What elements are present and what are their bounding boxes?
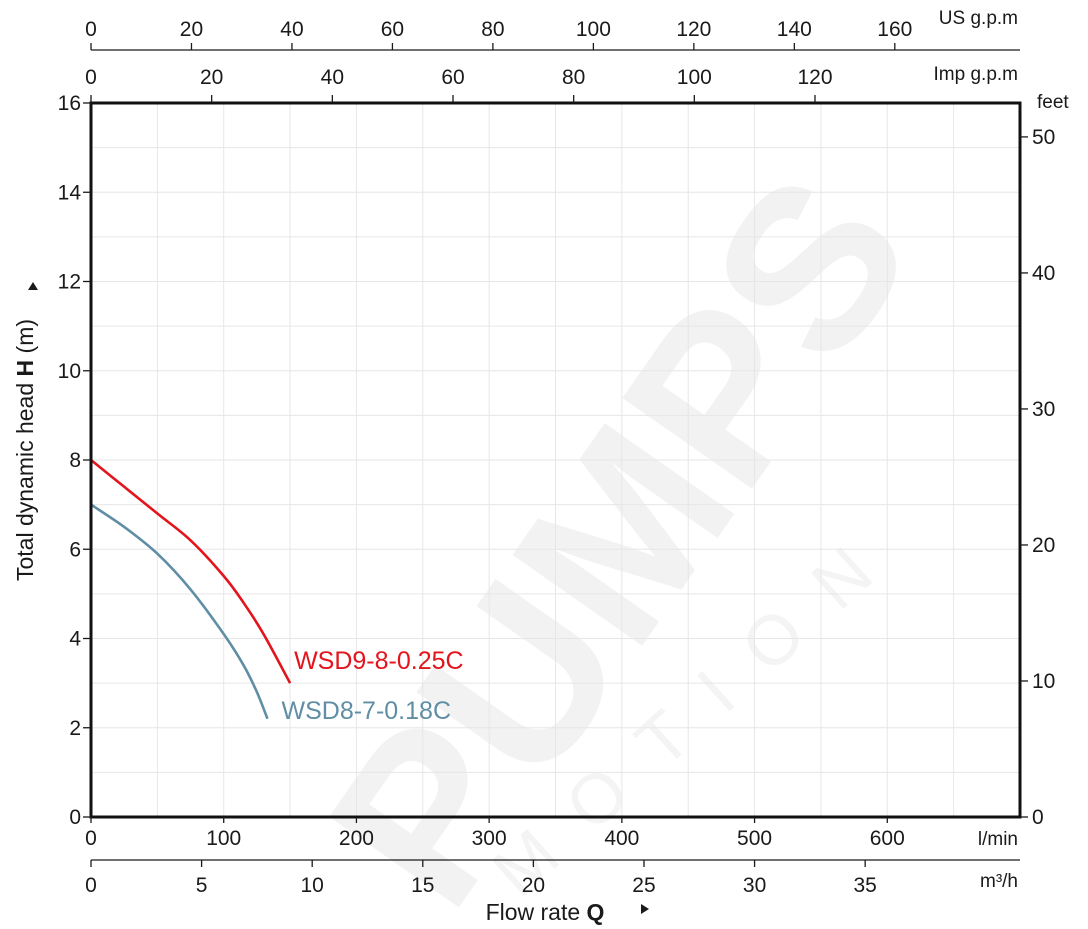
x-unit-label-us-gpm: US g.p.m — [939, 8, 1018, 29]
y-tick-label: 8 — [69, 449, 81, 472]
y-tick-label: 14 — [58, 181, 82, 204]
x-tick-label-lmin: 600 — [870, 827, 905, 850]
x-tick-label-lmin: 300 — [472, 827, 507, 850]
y-tick-label: 12 — [58, 271, 81, 294]
x-tick-label-us-gpm: 80 — [481, 18, 504, 41]
x-tick-label-lmin: 0 — [85, 827, 97, 850]
x-unit-label-imp-gpm: Imp g.p.m — [934, 64, 1018, 85]
x-tick-label-imp-gpm: 0 — [85, 66, 97, 89]
x-tick-label-m3h: 15 — [411, 874, 434, 897]
y-tick-label: 6 — [69, 538, 81, 561]
y2-tick-label: 30 — [1032, 398, 1055, 421]
x-tick-label-m3h: 25 — [632, 874, 655, 897]
x-tick-label-imp-gpm: 20 — [200, 66, 223, 89]
x-tick-label-lmin: 200 — [339, 827, 374, 850]
y-tick-label: 10 — [58, 360, 81, 383]
x-tick-label-m3h: 0 — [85, 874, 97, 897]
y2-tick-label: 20 — [1032, 534, 1055, 557]
x-tick-label-lmin: 400 — [604, 827, 639, 850]
grid — [91, 103, 1020, 817]
y2-tick-label: 10 — [1032, 670, 1055, 693]
y-tick-label: 0 — [69, 806, 81, 829]
series-label-wsd9-8-0.25c: WSD9-8-0.25C — [294, 647, 464, 675]
x-tick-label-us-gpm: 0 — [85, 18, 97, 41]
y-axis-arrow-icon — [28, 282, 38, 290]
series-label-wsd8-7-0.18c: WSD8-7-0.18C — [282, 697, 452, 725]
watermark: PUMPS MOTION — [280, 131, 960, 929]
x-tick-label-us-gpm: 160 — [877, 18, 912, 41]
axes — [83, 43, 1028, 867]
y2-tick-label: 40 — [1032, 262, 1055, 285]
x-tick-label-imp-gpm: 80 — [562, 66, 585, 89]
x-axis-title: Flow rate Q — [486, 899, 605, 925]
x-tick-label-us-gpm: 20 — [180, 18, 203, 41]
x-tick-label-lmin: 100 — [206, 827, 241, 850]
x-tick-label-us-gpm: 120 — [676, 18, 711, 41]
x-axis-arrow-icon — [641, 904, 649, 914]
x-tick-label-us-gpm: 140 — [777, 18, 812, 41]
x-tick-label-m3h: 35 — [853, 874, 876, 897]
x-tick-label-m3h: 10 — [301, 874, 324, 897]
y2-tick-label: 0 — [1032, 806, 1044, 829]
x-tick-label-m3h: 20 — [522, 874, 545, 897]
x-tick-label-m3h: 5 — [196, 874, 208, 897]
x-tick-label-us-gpm: 60 — [381, 18, 404, 41]
curves — [90, 458, 292, 720]
x-tick-label-lmin: 500 — [737, 827, 772, 850]
x-tick-label-us-gpm: 100 — [576, 18, 611, 41]
y2-tick-label: 50 — [1032, 126, 1055, 149]
y2-unit-label: feet — [1037, 92, 1069, 113]
x-tick-label-imp-gpm: 100 — [677, 66, 712, 89]
x-unit-label-lmin: l/min — [978, 829, 1018, 850]
x-tick-label-m3h: 30 — [743, 874, 766, 897]
x-unit-label-m3h: m³/h — [980, 871, 1018, 892]
y-tick-label: 2 — [69, 717, 81, 740]
x-tick-label-imp-gpm: 40 — [321, 66, 344, 89]
series-line-wsd8-7-0.18c — [90, 503, 269, 720]
y-axis-title: Total dynamic head H (m) — [12, 319, 38, 581]
x-tick-label-imp-gpm: 60 — [441, 66, 464, 89]
series-line-wsd9-8-0.25c — [90, 458, 292, 684]
x-tick-label-imp-gpm: 120 — [797, 66, 832, 89]
y-tick-label: 4 — [69, 628, 81, 651]
x-tick-label-us-gpm: 40 — [280, 18, 303, 41]
y-tick-label: 16 — [58, 92, 81, 115]
